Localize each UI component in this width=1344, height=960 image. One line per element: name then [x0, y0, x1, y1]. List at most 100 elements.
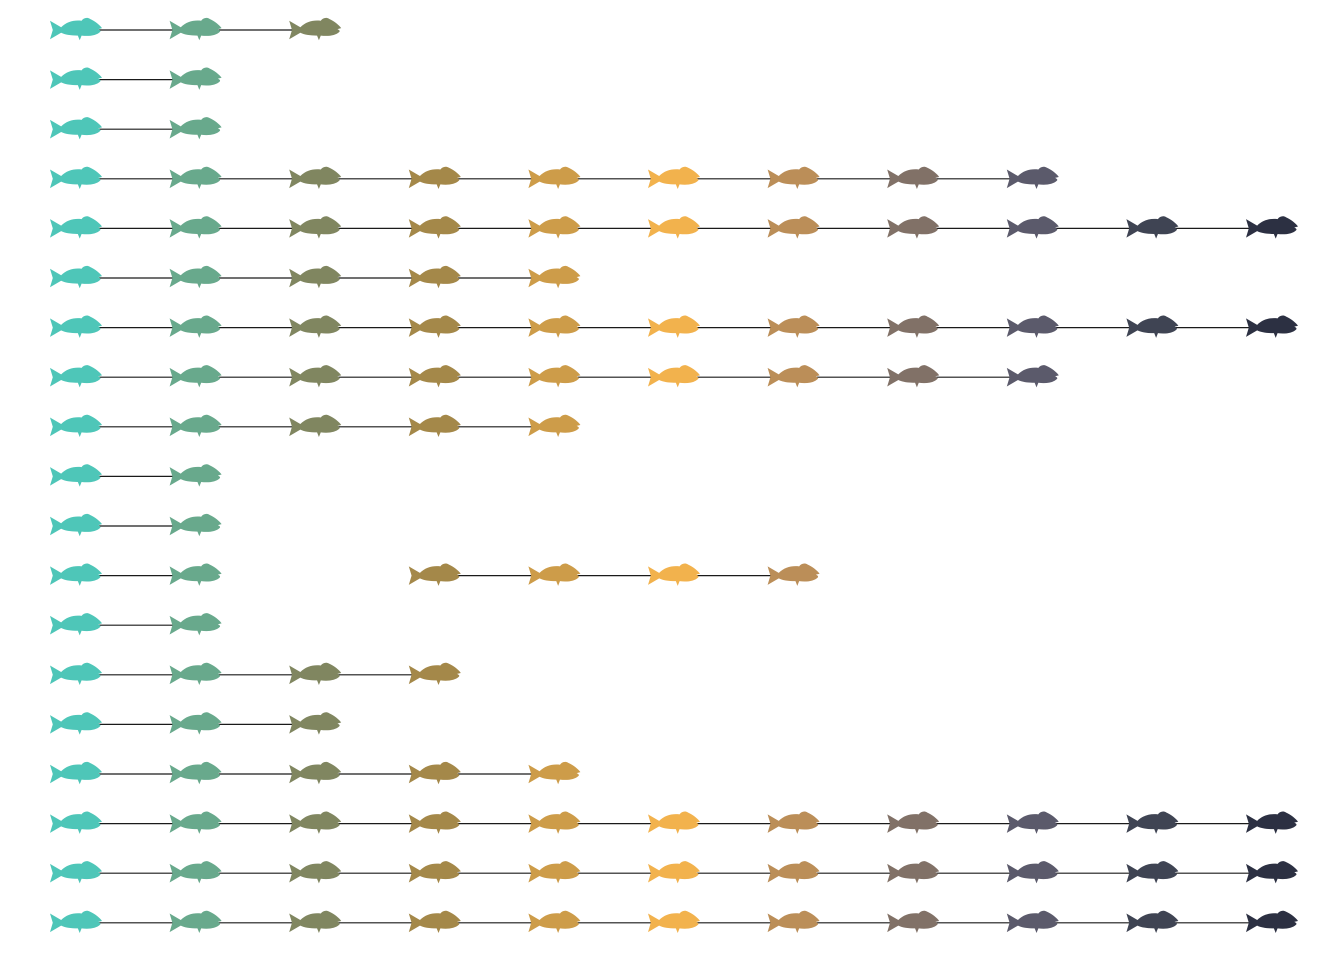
fish-icon [289, 265, 342, 289]
fish-icon [169, 563, 222, 586]
fish-icon [648, 563, 700, 586]
fish-icon [648, 315, 700, 338]
fish-icon [648, 861, 700, 884]
fish-icon [289, 662, 342, 686]
fish-icon [408, 365, 461, 388]
fish-icon [50, 910, 102, 934]
fish-icon [289, 216, 342, 239]
fish-icon [408, 216, 461, 239]
fish-icon [50, 265, 102, 289]
fish-icon [50, 315, 102, 338]
fish-icon [50, 563, 102, 586]
fish-icon [169, 811, 222, 834]
fish-icon [289, 910, 342, 934]
fish-icon [1006, 216, 1059, 239]
fish-icon [408, 563, 461, 586]
fish-icon [767, 811, 820, 834]
fish-icon [1126, 811, 1179, 834]
fish-icon [1006, 811, 1059, 834]
fish-icon [50, 17, 102, 41]
fish-icon [887, 365, 940, 388]
fish-icon [767, 563, 820, 586]
fish-icon [289, 315, 342, 338]
fish-icon [887, 166, 940, 190]
fish-icon [50, 414, 102, 438]
fish-icon [50, 811, 102, 834]
fish-icon [169, 662, 222, 686]
fish-icon [50, 712, 102, 735]
fish-icon [289, 365, 342, 388]
fish-icon [169, 166, 222, 190]
fish-icon [1246, 216, 1298, 239]
fish-icon [169, 265, 222, 289]
fish-icon [169, 414, 222, 438]
fish-icon [50, 464, 102, 487]
fish-icon [767, 910, 820, 934]
fish-icon [528, 216, 581, 239]
fish-icon [1006, 315, 1059, 338]
fish-icon [50, 365, 102, 388]
fish-icon [767, 166, 820, 190]
fish-icon [648, 216, 700, 239]
fish-icon [408, 414, 461, 438]
fish-icon [169, 67, 222, 90]
fish-icon [1246, 315, 1298, 338]
fish-icon [648, 910, 700, 934]
fish-icon [289, 861, 342, 884]
fish-icon [169, 365, 222, 388]
fish-icon [648, 811, 700, 834]
fish-icon [887, 811, 940, 834]
fish-icon [887, 910, 940, 934]
fish-icon [528, 414, 581, 438]
fish-icon [408, 861, 461, 884]
fish-icon [408, 315, 461, 338]
connector-lines-layer [76, 29, 1272, 924]
fish-icon [1006, 910, 1059, 934]
fish-icon [50, 613, 102, 636]
fish-icon [408, 265, 461, 289]
fish-icon [767, 861, 820, 884]
fish-icon [169, 17, 222, 41]
fish-icon [767, 365, 820, 388]
fish-icon [1126, 216, 1179, 239]
fish-icon [887, 216, 940, 239]
fish-icon [50, 513, 102, 537]
fish-icon [528, 910, 581, 934]
fish-icon [169, 910, 222, 934]
fish-icon [767, 216, 820, 239]
fish-icon [528, 761, 581, 785]
fish-icon [648, 166, 700, 190]
fish-icon [408, 910, 461, 934]
fish-icon [648, 365, 700, 388]
fish-icon [1006, 365, 1059, 388]
fish-icon [50, 166, 102, 190]
fish-icon [1246, 861, 1298, 884]
fish-icon [1006, 166, 1059, 190]
fish-icon [887, 315, 940, 338]
fish-icon [50, 67, 102, 90]
fish-icon [50, 662, 102, 686]
fish-icon [1246, 910, 1298, 934]
fish-icon [169, 613, 222, 636]
fish-icon [528, 365, 581, 388]
fish-icon [289, 17, 342, 41]
fish-icon [169, 117, 222, 140]
fish-icon [528, 166, 581, 190]
fish-icon [528, 563, 581, 586]
fish-icon [1126, 315, 1179, 338]
fish-icon [289, 761, 342, 785]
fish-icon [1126, 910, 1179, 934]
fish-icon [169, 761, 222, 785]
fish-icon [169, 712, 222, 735]
fish-icon [528, 861, 581, 884]
fish-icon [1126, 861, 1179, 884]
fish-icon [169, 464, 222, 487]
fish-icon [289, 811, 342, 834]
fish-icon [767, 315, 820, 338]
fish-icon [289, 166, 342, 190]
fish-icon [50, 216, 102, 239]
fish-icon [528, 811, 581, 834]
fish-icon [50, 117, 102, 140]
fish-icon [408, 761, 461, 785]
